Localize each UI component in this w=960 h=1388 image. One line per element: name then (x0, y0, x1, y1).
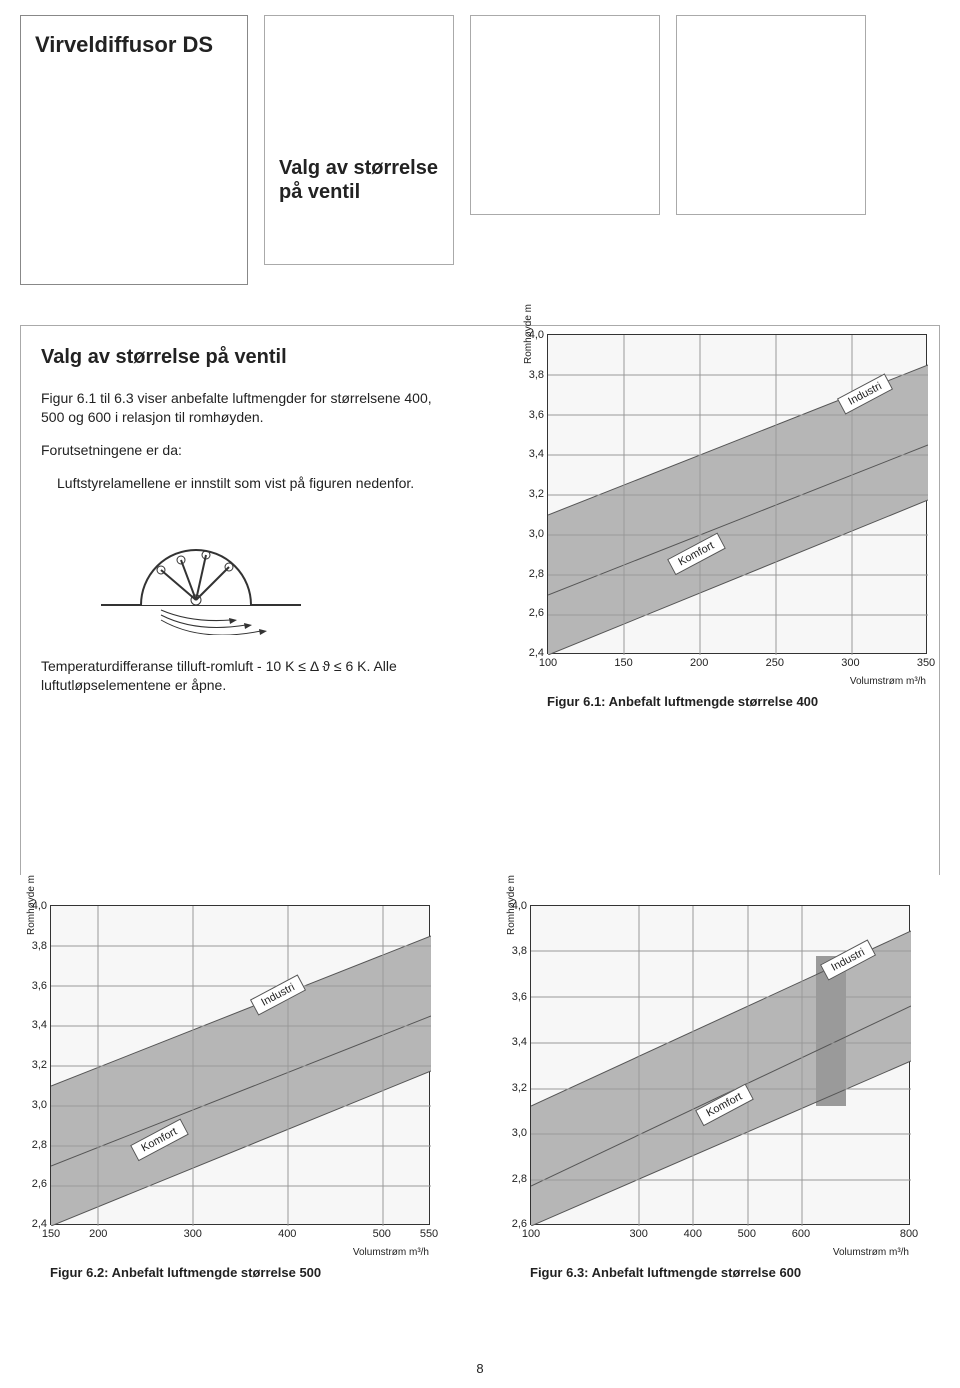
empty-header-box-2 (676, 15, 866, 215)
empty-header-box-1 (470, 15, 660, 215)
page-number: 8 (476, 1361, 483, 1376)
chart3-y-labels: 4,0 3,8 3,6 3,4 3,2 3,0 2,8 2,6 (499, 906, 527, 1224)
diffusor-icon (101, 525, 301, 635)
chart1-x-unit: Volumstrøm m³/h (850, 676, 926, 687)
bottom-charts-row: Romhøyde m Industri Komfort (20, 905, 940, 1280)
chart2-container: Romhøyde m Industri Komfort (20, 905, 440, 1280)
intro-p3: Luftstyrelamellene er innstilt som vist … (57, 474, 441, 493)
main-frame: Valg av størrelse på ventil Figur 6.1 ti… (20, 325, 940, 875)
chart3: Industri Komfort 4,0 3,8 3,6 3,4 3,2 3,0… (530, 905, 910, 1225)
title-box: Virveldiffusor DS (20, 15, 248, 285)
chart1-caption: Figur 6.1: Anbefalt luftmengde størrelse… (547, 694, 927, 709)
chart2-caption: Figur 6.2: Anbefalt luftmengde størrelse… (50, 1265, 440, 1280)
section-title: Valg av størrelse på ventil (279, 156, 439, 204)
chart1: Industri Komfort 4,0 3,8 3,6 3,4 3,2 3,0… (547, 334, 927, 654)
chart2: Industri Komfort 4,0 3,8 3,6 3,4 3,2 3,0… (50, 905, 430, 1225)
chart3-x-labels: 100 300 400 500 600 800 (531, 1228, 909, 1242)
chart3-caption: Figur 6.3: Anbefalt luftmengde størrelse… (530, 1265, 920, 1280)
chart3-x-unit: Volumstrøm m³/h (833, 1247, 909, 1258)
intro-p1: Figur 6.1 til 6.3 viser anbefalte luftme… (41, 389, 441, 427)
intro-text: Valg av størrelse på ventil Figur 6.1 ti… (41, 344, 441, 709)
chart2-x-labels: 150 200 300 400 500 550 (51, 1228, 429, 1242)
intro-p4: Temperaturdifferanse tilluft-romluft - 1… (41, 657, 441, 695)
chart2-y-labels: 4,0 3,8 3,6 3,4 3,2 3,0 2,8 2,6 2,4 (19, 906, 47, 1224)
intro-heading: Valg av størrelse på ventil (41, 344, 441, 371)
chart2-x-unit: Volumstrøm m³/h (353, 1247, 429, 1258)
chart1-y-labels: 4,0 3,8 3,6 3,4 3,2 3,0 2,8 2,6 2,4 (516, 335, 544, 653)
chart1-container: Romhøyde m (517, 334, 927, 709)
header-boxes: Virveldiffusor DS Valg av størrelse på v… (20, 15, 866, 285)
chart1-x-labels: 100 150 200 250 300 350 (548, 657, 926, 671)
intro-p2: Forutsetningene er da: (41, 441, 441, 460)
document-title: Virveldiffusor DS (35, 32, 227, 58)
chart2-plot-icon (51, 906, 431, 1226)
section-box: Valg av størrelse på ventil (264, 15, 454, 265)
chart3-container: Romhøyde m Industri Komfort (500, 905, 920, 1280)
